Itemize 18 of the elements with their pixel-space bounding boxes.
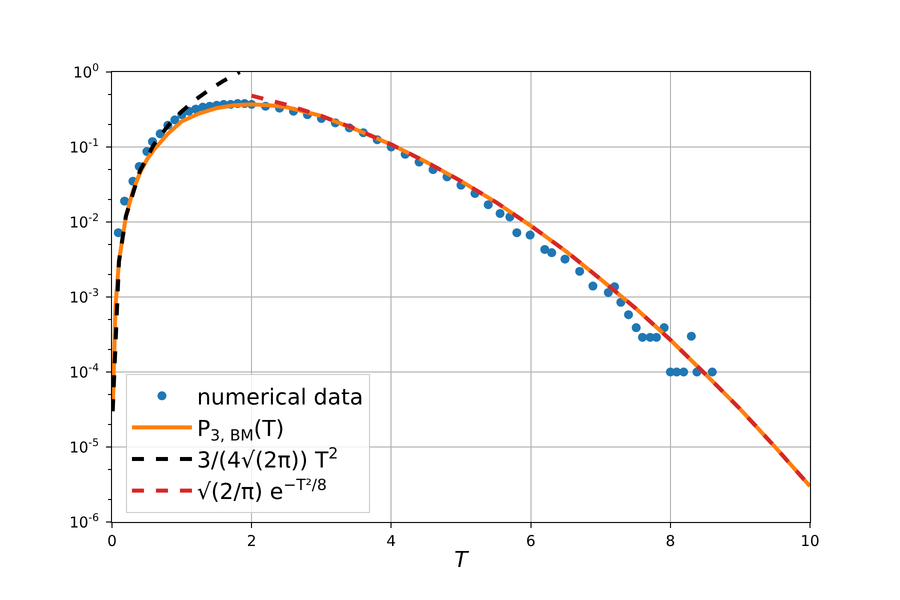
x-tick-label: 6 (526, 532, 536, 550)
y-tick-label: 10$^{0}$ (73, 62, 99, 82)
y-tick-label: 10$^{-1}$ (69, 136, 99, 156)
x-tick-label: 2 (246, 532, 256, 550)
x-tick-label: 4 (386, 532, 396, 550)
legend-label: √(2/π) e$^{−T²/8}$ (196, 476, 327, 506)
legend-label: P$_{3, BM}$(T) (196, 416, 284, 445)
x-axis-title: T (454, 548, 470, 573)
y-tick-label: 10$^{-3}$ (69, 286, 99, 306)
x-tick-label: 8 (666, 532, 676, 550)
y-tick-label: 10$^{-4}$ (69, 362, 100, 382)
legend-label: 3/(4√(2π)) T$^{2}$ (196, 444, 338, 474)
y-tick-label: 10$^{-5}$ (69, 436, 99, 456)
x-tick-label: 10 (800, 532, 820, 550)
x-tick-label: 0 (107, 532, 117, 550)
legend-label: numerical data (196, 385, 364, 410)
y-tick-label: 10$^{-6}$ (69, 512, 100, 532)
y-tick-label: 10$^{-2}$ (69, 212, 99, 232)
